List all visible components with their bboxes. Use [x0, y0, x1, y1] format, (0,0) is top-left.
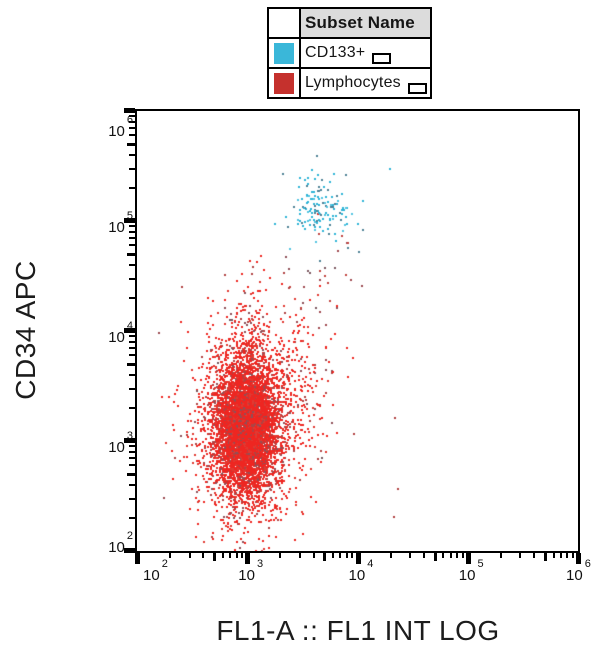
missing-glyph-box — [407, 83, 427, 94]
x-minor-tick — [339, 553, 342, 558]
x-medium-tick — [323, 553, 327, 561]
x-major-tick — [135, 553, 140, 564]
missing-glyph-box — [372, 53, 392, 64]
x-tick-label: 104 — [348, 558, 374, 584]
y-medium-tick — [127, 253, 135, 257]
x-major-tick — [576, 553, 581, 564]
x-tick-label: 106 — [566, 558, 591, 584]
x-tick-label: 103 — [238, 558, 264, 584]
x-minor-tick — [332, 553, 335, 558]
legend-swatch-cell — [269, 69, 301, 97]
y-tick-label: 102 — [108, 530, 133, 556]
plot-area — [135, 109, 580, 553]
x-minor-tick — [519, 553, 522, 558]
y-medium-tick — [127, 473, 135, 477]
legend-item-label-cell: CD133+ — [301, 39, 430, 67]
y-medium-tick — [127, 143, 135, 147]
legend-header-swatch-cell — [269, 9, 301, 37]
legend-header: Subset Name — [301, 9, 430, 37]
x-tick-label: 102 — [143, 558, 168, 584]
x-minor-tick — [566, 553, 569, 558]
legend-item-lymphocytes: Lymphocytes — [269, 67, 430, 97]
x-axis-title: FL1-A :: FL1 INT LOG — [216, 615, 500, 646]
x-minor-tick — [202, 553, 205, 558]
legend-item-label: CD133+ — [305, 44, 366, 61]
y-medium-tick — [127, 363, 135, 367]
legend: Subset Name CD133+ Lymphocytes — [267, 7, 432, 99]
x-minor-tick — [499, 553, 502, 558]
x-medium-tick — [433, 553, 437, 561]
y-tick-label: 105 — [108, 210, 133, 236]
x-minor-tick — [188, 553, 191, 558]
x-minor-tick — [449, 553, 452, 558]
y-tick-label: 103 — [108, 430, 133, 456]
x-minor-tick — [279, 553, 282, 558]
x-minor-tick — [221, 553, 224, 558]
scatter-canvas — [137, 111, 578, 551]
x-minor-tick — [456, 553, 459, 558]
legend-item-cd133: CD133+ — [269, 37, 430, 67]
y-major-tick — [124, 218, 135, 223]
x-minor-tick — [571, 553, 574, 558]
legend-header-row: Subset Name — [269, 9, 430, 37]
x-medium-tick — [543, 553, 547, 561]
x-minor-tick — [552, 553, 555, 558]
x-major-tick — [465, 553, 471, 564]
x-minor-tick — [229, 553, 232, 558]
x-minor-tick — [461, 553, 464, 558]
lymphocytes-color-swatch — [274, 72, 294, 94]
x-minor-tick — [559, 553, 562, 558]
x-minor-tick — [389, 553, 392, 558]
x-minor-tick — [533, 553, 536, 558]
x-medium-tick — [213, 553, 217, 561]
y-tick-label: 104 — [108, 320, 133, 346]
y-major-tick — [124, 328, 135, 333]
x-minor-tick — [312, 553, 315, 558]
x-minor-tick — [422, 553, 425, 558]
x-minor-tick — [241, 553, 244, 558]
y-major-tick — [124, 438, 135, 443]
legend-item-label-cell: Lymphocytes — [301, 69, 430, 97]
x-minor-tick — [345, 553, 348, 558]
y-tick-label: 106 — [108, 114, 133, 140]
legend-item-label: Lymphocytes — [305, 74, 401, 91]
x-minor-tick — [409, 553, 412, 558]
x-minor-tick — [351, 553, 354, 558]
x-minor-tick — [235, 553, 238, 558]
x-tick-label: 105 — [458, 558, 484, 584]
x-minor-tick — [298, 553, 301, 558]
cd133-color-swatch — [274, 42, 294, 64]
legend-swatch-cell — [269, 39, 301, 67]
y-major-tick — [124, 548, 135, 553]
x-minor-tick — [169, 553, 172, 558]
y-axis-title: CD34 APC — [10, 260, 41, 400]
y-major-tick — [124, 108, 135, 113]
x-major-tick — [355, 553, 361, 564]
x-minor-tick — [442, 553, 445, 558]
x-major-tick — [245, 553, 251, 564]
